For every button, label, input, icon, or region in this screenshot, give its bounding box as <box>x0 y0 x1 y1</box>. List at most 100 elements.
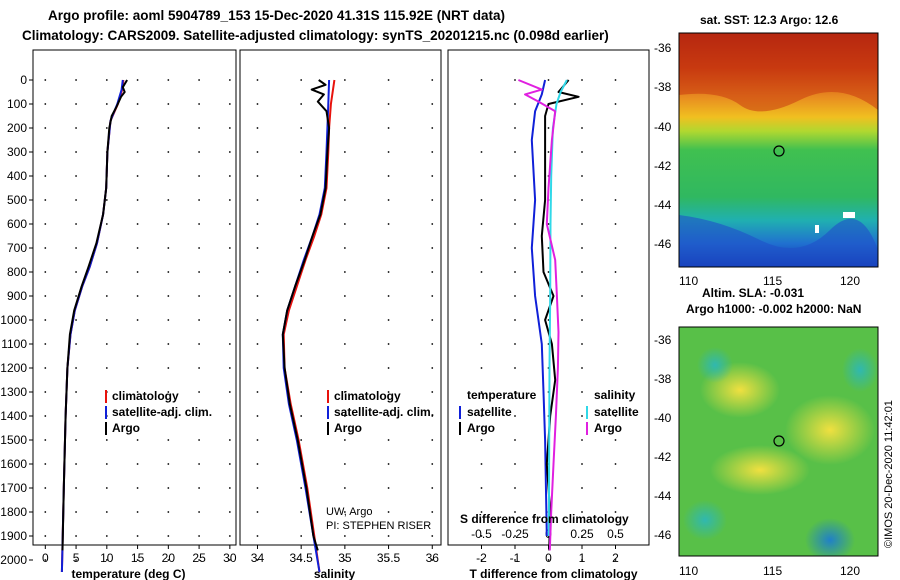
grid-dot <box>480 271 483 273</box>
sla-map-panel: Altim. SLA: -0.031 Argo h1000: -0.002 h2… <box>654 286 879 578</box>
grid-dot <box>431 439 434 441</box>
grid-dot <box>387 295 390 297</box>
grid-dot <box>514 559 516 561</box>
grid-dot <box>136 127 139 129</box>
grid-dot <box>514 79 516 81</box>
x-axis-label: salinity <box>314 567 356 580</box>
sla-xtick: 120 <box>840 564 860 578</box>
sst-map-panel: sat. SST: 12.3 Argo: 12.6 <box>654 13 879 288</box>
temperature-legend: climatology satellite-adj. clim. Argo <box>105 389 212 435</box>
sla-ytick: -46 <box>654 528 672 542</box>
grid-dot <box>431 127 434 129</box>
top-axis-label: S difference from climatology <box>460 512 629 526</box>
series-line-salinity-argo <box>518 79 560 551</box>
grid-dot <box>167 463 170 465</box>
grid-dot <box>136 391 139 393</box>
grid-dot <box>300 319 303 321</box>
grid-dot <box>547 151 550 153</box>
series-line-salinity-satellite <box>547 79 568 537</box>
grid-dot <box>136 223 139 225</box>
sla-low-anomaly <box>805 518 855 556</box>
grid-dot <box>343 247 346 249</box>
grid-dot <box>514 151 516 153</box>
depth-tick-label: 700 <box>7 241 27 255</box>
grid-dot <box>198 79 200 81</box>
grid-dot <box>167 415 170 417</box>
grid-dot <box>431 79 434 81</box>
grid-dot <box>614 463 617 465</box>
grid-dot <box>198 271 200 273</box>
depth-tick-label: 500 <box>7 193 27 207</box>
grid-dot <box>44 295 47 297</box>
grid-dot <box>198 295 200 297</box>
grid-dot <box>167 343 170 345</box>
plot-frame <box>239 49 442 546</box>
grid-dot <box>514 247 516 249</box>
grid-dot <box>614 535 617 537</box>
grid-dot <box>480 343 483 345</box>
grid-dot <box>581 391 583 393</box>
grid-dot <box>75 79 77 81</box>
grid-dot <box>228 535 231 537</box>
x-tick-label: 35 <box>338 551 352 565</box>
grid-dot <box>228 439 231 441</box>
grid-dot <box>514 511 516 513</box>
grid-dot <box>387 511 390 513</box>
grid-dot <box>614 223 617 225</box>
grid-dot <box>198 151 200 153</box>
grid-dot <box>343 559 346 561</box>
depth-tick-label: 600 <box>7 217 27 231</box>
series-line-argo <box>281 79 331 551</box>
legend-label-argo: Argo <box>112 421 140 435</box>
grid-dot <box>44 79 47 81</box>
salinity-panel: 34 34.5 35 35.5 36 salinity <box>239 49 442 580</box>
sla-ytick: -44 <box>654 489 672 503</box>
grid-dot <box>105 271 108 273</box>
top-tick-label: -0.25 <box>501 527 529 541</box>
grid-dot <box>75 415 77 417</box>
grid-dot <box>387 103 390 105</box>
grid-dot <box>75 247 77 249</box>
grid-dot <box>44 199 47 201</box>
grid-dot <box>431 223 434 225</box>
grid-dot <box>228 319 231 321</box>
depth-tick-label: 900 <box>7 289 27 303</box>
x-axis-label: T difference from climatology <box>469 567 637 580</box>
grid-dot <box>547 295 550 297</box>
grid-dot <box>256 511 259 513</box>
depth-tick-label: 800 <box>7 265 27 279</box>
grid-dot <box>44 175 47 177</box>
grid-dot <box>256 487 259 489</box>
grid-dot <box>136 151 139 153</box>
grid-dot <box>431 271 434 273</box>
grid-dot <box>44 127 47 129</box>
grid-dot <box>343 151 346 153</box>
grid-dot <box>105 319 108 321</box>
grid-dot <box>614 559 617 561</box>
grid-dot <box>343 535 346 537</box>
x-tick-label: 34.5 <box>289 551 313 565</box>
sst-ytick: -42 <box>654 159 672 173</box>
grid-dot <box>480 127 483 129</box>
grid-dot <box>167 487 170 489</box>
grid-dot <box>387 223 390 225</box>
difference-panel: -2 -1 0 1 2 T difference from climatology -0.5… <box>447 49 650 580</box>
grid-dot <box>581 415 583 417</box>
grid-dot <box>228 199 231 201</box>
grid-dot <box>431 487 434 489</box>
grid-dot <box>300 223 303 225</box>
grid-dot <box>44 271 47 273</box>
grid-dot <box>614 439 617 441</box>
grid-dot <box>480 439 483 441</box>
grid-dot <box>614 295 617 297</box>
grid-dot <box>614 367 617 369</box>
sst-argo-location-marker <box>773 145 785 157</box>
grid-dot <box>431 559 434 561</box>
grid-dot <box>75 391 77 393</box>
grid-dot <box>514 127 516 129</box>
grid-dot <box>387 535 390 537</box>
grid-dot <box>105 511 108 513</box>
title-line-2: Climatology: CARS2009. Satellite-adjuste… <box>22 28 609 43</box>
grid-dot <box>480 199 483 201</box>
grid-dot <box>228 271 231 273</box>
